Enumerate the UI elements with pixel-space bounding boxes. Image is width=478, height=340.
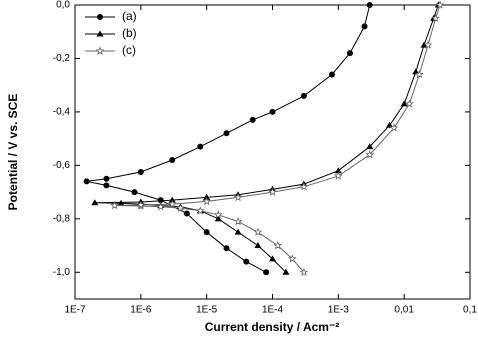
x-axis-label: Current density / Acm⁻² — [205, 320, 340, 334]
marker — [334, 167, 342, 174]
marker — [167, 199, 177, 208]
marker — [97, 14, 103, 20]
marker — [103, 182, 110, 189]
marker — [268, 187, 277, 196]
x-tick-label: 1E-5 — [196, 305, 218, 316]
marker — [96, 30, 104, 37]
marker — [110, 200, 120, 210]
legend-label: (a) — [122, 9, 137, 23]
marker — [83, 178, 90, 185]
marker — [414, 69, 424, 79]
marker — [386, 121, 394, 128]
marker — [233, 216, 243, 226]
marker — [213, 210, 223, 219]
marker — [365, 150, 375, 159]
marker — [366, 143, 374, 150]
marker — [131, 189, 138, 196]
marker — [263, 269, 270, 276]
marker — [299, 182, 309, 191]
x-tick-label: 1E-4 — [262, 305, 284, 316]
y-tick-label: -0,4 — [53, 107, 71, 118]
marker — [346, 50, 353, 57]
marker — [273, 240, 283, 250]
y-axis-label: Potential / V vs. SCE — [6, 94, 20, 211]
legend-label: (b) — [122, 26, 137, 40]
x-tick-label: 1E-6 — [130, 305, 152, 316]
marker — [156, 202, 166, 211]
y-tick-label: -0,8 — [53, 213, 71, 224]
y-tick-label: 0,0 — [56, 0, 70, 11]
marker — [103, 175, 110, 182]
marker — [253, 227, 263, 236]
marker — [249, 116, 256, 123]
y-tick-label: -0,6 — [53, 160, 71, 171]
x-tick-label: 0,01 — [394, 305, 414, 316]
marker — [95, 46, 105, 55]
marker — [223, 130, 230, 137]
marker — [435, 0, 445, 9]
marker — [157, 197, 164, 204]
marker — [203, 229, 210, 236]
series-line — [114, 4, 441, 273]
series-line — [94, 4, 439, 273]
marker — [195, 206, 205, 215]
marker — [287, 254, 297, 263]
marker — [269, 108, 276, 115]
marker — [243, 258, 250, 265]
marker — [389, 123, 399, 132]
marker — [361, 23, 368, 30]
marker — [333, 171, 343, 180]
marker — [400, 100, 408, 107]
marker — [168, 196, 176, 203]
marker — [282, 268, 290, 275]
marker — [176, 203, 185, 212]
marker — [420, 41, 428, 48]
marker — [328, 71, 335, 78]
marker — [299, 267, 309, 276]
legend-label: (c) — [122, 43, 136, 57]
marker — [136, 200, 146, 209]
marker — [366, 2, 373, 8]
marker — [431, 13, 440, 23]
marker — [117, 199, 125, 206]
marker — [233, 192, 243, 202]
marker — [169, 157, 176, 164]
marker — [223, 245, 230, 252]
marker — [423, 40, 433, 49]
marker — [234, 228, 242, 235]
marker — [137, 169, 144, 176]
marker — [202, 196, 212, 206]
y-tick-label: -0,2 — [53, 53, 71, 64]
marker — [214, 215, 222, 222]
marker — [269, 255, 276, 262]
y-tick-label: -1,0 — [53, 267, 71, 278]
marker — [300, 92, 307, 99]
marker — [197, 143, 204, 150]
marker — [91, 199, 99, 206]
marker — [412, 68, 420, 75]
x-tick-label: 1E-7 — [64, 305, 86, 316]
marker — [183, 210, 190, 217]
x-tick-label: 0,1 — [463, 305, 477, 316]
marker — [254, 242, 262, 249]
marker — [405, 99, 414, 108]
x-tick-label: 1E-3 — [328, 305, 350, 316]
